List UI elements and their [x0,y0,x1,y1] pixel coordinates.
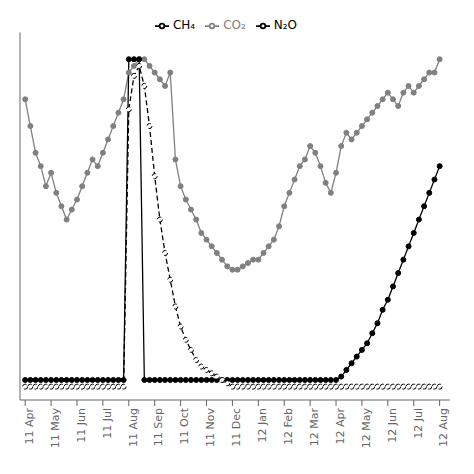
svg-text:11 Jun: 11 Jun [75,408,88,443]
svg-text:12 Aug: 12 Aug [437,408,450,447]
html-text:CH₄: CH₄ [173,18,196,32]
svg-text:11 May: 11 May [49,408,62,449]
svg-text:11 Aug: 11 Aug [127,408,140,447]
svg-text:12 Apr: 12 Apr [334,408,347,445]
svg-text:12 Jun: 12 Jun [386,408,399,443]
svg-text:12 Jan: 12 Jan [256,408,269,442]
svg-text:12 May: 12 May [360,408,373,449]
svg-text:12 Mar: 12 Mar [308,408,321,447]
svg-text:12 Feb: 12 Feb [282,408,295,445]
html-text:CO₂: CO₂ [223,18,246,32]
svg-text:11 Nov: 11 Nov [204,408,217,447]
svg-text:11 Apr: 11 Apr [23,408,36,445]
html-text:N₂O: N₂O [273,18,297,32]
svg-text:11 Oct: 11 Oct [178,407,191,444]
svg-text:11 Sep: 11 Sep [153,408,166,446]
svg-text:11 Dec: 11 Dec [230,408,243,447]
svg-text:11 Jul: 11 Jul [101,408,114,439]
svg-text:12 Jul: 12 Jul [412,408,425,439]
